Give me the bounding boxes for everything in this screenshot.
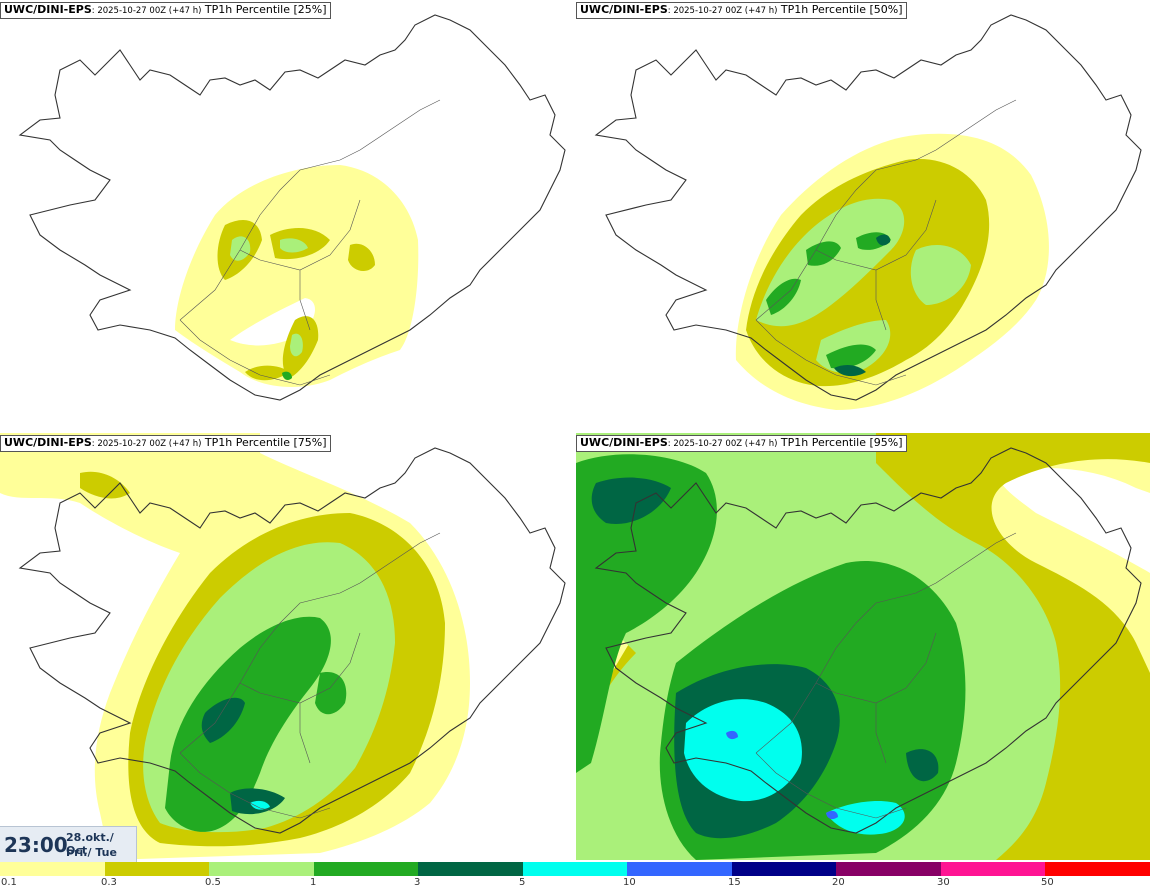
- legend-swatch: [209, 862, 314, 876]
- road-network: [179, 532, 441, 819]
- legend-swatch: [418, 862, 523, 876]
- legend-tick-label: 50: [1041, 877, 1054, 888]
- iceland-coastline: [594, 447, 1142, 834]
- legend-swatch: [1045, 862, 1150, 876]
- legend-tick-label: 30: [937, 877, 950, 888]
- precip-area-green: [766, 232, 891, 369]
- legend-tick-label: 15: [728, 877, 741, 888]
- legend-tick-label: 20: [832, 877, 845, 888]
- legend-tick-label: 0.3: [101, 877, 117, 888]
- precip-area-green: [165, 616, 347, 832]
- precip-area-cyan: [250, 800, 270, 810]
- precip-area-green: [282, 371, 292, 381]
- model-source: UWC/DINI-EPS: [580, 436, 668, 449]
- legend-swatch: [731, 862, 837, 876]
- run-time: : 2025-10-27 00Z (+47 h): [667, 439, 778, 449]
- map-panel-p95: UWC/DINI-EPS: 2025-10-27 00Z (+47 h) TP1…: [576, 433, 1150, 860]
- legend-swatch: [836, 862, 941, 876]
- precip-area-cyan: [684, 699, 905, 835]
- map-panel-p75: UWC/DINI-EPS: 2025-10-27 00Z (+47 h) TP1…: [0, 433, 574, 860]
- legend-tick-label: 0.5: [205, 877, 221, 888]
- legend-tick-label: 0.1: [1, 877, 17, 888]
- iceland-coastline: [18, 447, 566, 834]
- map-panel-p50: UWC/DINI-EPS: 2025-10-27 00Z (+47 h) TP1…: [576, 0, 1150, 427]
- legend-ticks: 0.1 0.3 0.5 1 3 5 10 15 20 30 50: [0, 877, 1150, 891]
- valid-time: 23:00: [4, 833, 68, 857]
- precip-field: [0, 433, 470, 860]
- legend-tick-label: 5: [519, 877, 526, 888]
- legend-swatch: [0, 862, 105, 876]
- run-time: : 2025-10-27 00Z (+47 h): [91, 439, 202, 449]
- precip-field: [576, 433, 1150, 860]
- valid-weekday: Þri./ Tue: [66, 846, 117, 859]
- precip-field: [735, 133, 1049, 410]
- road-network: [755, 99, 1017, 386]
- legend-swatch: [940, 862, 1046, 876]
- legend-tick-label: 10: [623, 877, 636, 888]
- precip-map-p50: [594, 14, 1142, 410]
- run-time: : 2025-10-27 00Z (+47 h): [91, 6, 202, 16]
- panel-title: TP1h Percentile [25%]: [201, 3, 327, 16]
- panel-title: TP1h Percentile [75%]: [201, 436, 327, 449]
- valid-date: 28.okt./ Oct: [66, 831, 114, 857]
- legend-tick-label: 3: [414, 877, 421, 888]
- panel-label: UWC/DINI-EPS: 2025-10-27 00Z (+47 h) TP1…: [0, 435, 331, 452]
- precip-area-lightgreen: [230, 236, 308, 357]
- panel-label: UWC/DINI-EPS: 2025-10-27 00Z (+47 h) TP1…: [576, 2, 907, 19]
- panel-title: TP1h Percentile [50%]: [777, 3, 903, 16]
- iceland-coastline: [594, 14, 1142, 401]
- precip-area-darkgreen: [201, 697, 285, 815]
- legend-swatch: [313, 862, 419, 876]
- color-legend: [0, 862, 1150, 876]
- valid-time-box: 23:00 28.okt./ Oct Þri./ Tue: [0, 826, 137, 863]
- map-panel-p25: UWC/DINI-EPS: 2025-10-27 00Z (+47 h) TP1…: [0, 0, 574, 427]
- precip-area-green: [576, 454, 966, 860]
- precip-area-lightgreen: [756, 198, 971, 374]
- precip-area-darkgreen: [591, 477, 939, 839]
- legend-swatch: [627, 862, 732, 876]
- iceland-coastline: [18, 14, 566, 401]
- legend-tick-label: 1: [310, 877, 317, 888]
- model-source: UWC/DINI-EPS: [4, 436, 92, 449]
- precip-map-p95: [576, 433, 1150, 860]
- panel-label: UWC/DINI-EPS: 2025-10-27 00Z (+47 h) TP1…: [576, 435, 907, 452]
- precip-field: [175, 165, 419, 387]
- panel-label: UWC/DINI-EPS: 2025-10-27 00Z (+47 h) TP1…: [0, 2, 331, 19]
- precip-area-pale: [175, 165, 419, 387]
- panel-title: TP1h Percentile [95%]: [777, 436, 903, 449]
- model-source: UWC/DINI-EPS: [580, 3, 668, 16]
- road-network: [755, 532, 1017, 819]
- legend-swatch: [104, 862, 210, 876]
- precip-map-p75: [0, 433, 566, 860]
- precip-map-p25: [18, 14, 566, 401]
- road-network: [179, 99, 441, 386]
- model-source: UWC/DINI-EPS: [4, 3, 92, 16]
- legend-swatch: [522, 862, 628, 876]
- run-time: : 2025-10-27 00Z (+47 h): [667, 6, 778, 16]
